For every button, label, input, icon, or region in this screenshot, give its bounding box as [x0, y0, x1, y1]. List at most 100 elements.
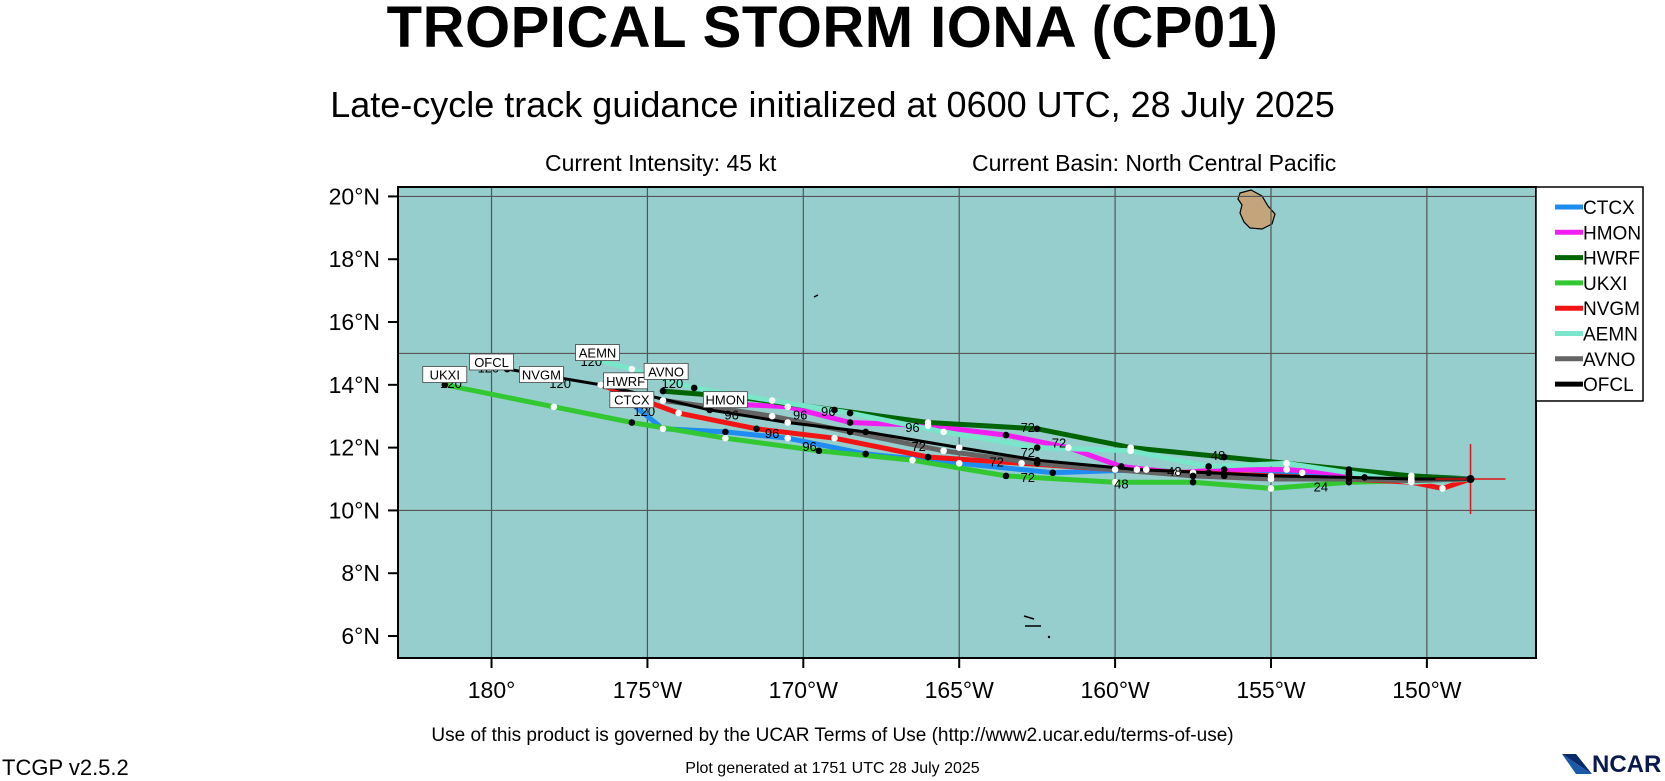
- model-end-label: HWRF: [606, 374, 645, 389]
- forecast-point-aemn: [940, 428, 947, 436]
- forecast-point-hmon: [1002, 431, 1010, 439]
- tau-label: 72: [1052, 436, 1066, 451]
- forecast-point-ofcl: [706, 406, 714, 414]
- tau-label: 96: [765, 426, 779, 441]
- forecast-point-nvgm: [1018, 460, 1025, 467]
- chart-subtitle: Late-cycle track guidance initialized at…: [330, 84, 1335, 125]
- forecast-point-ctcx: [784, 434, 792, 442]
- forecast-point-hwrf: [1220, 453, 1228, 461]
- legend-box: [1535, 186, 1644, 402]
- model-end-label-box: [702, 391, 748, 409]
- legend-label-ukxi: UKXI: [1583, 274, 1627, 295]
- legend: CTCX HMON HWRF UKXI NVGM AEMN AVNO OFCL: [1535, 186, 1644, 402]
- model-end-label: CTCX: [614, 393, 650, 408]
- legend-label-nvgm: NVGM: [1583, 299, 1640, 320]
- johnston-atoll-mark: [813, 294, 819, 298]
- forecast-tracks: 9612072721204896729612072961201201209672…: [422, 344, 1473, 495]
- x-tick-label: 165°W: [925, 677, 995, 703]
- y-tick-label: 16°N: [329, 309, 380, 335]
- axes: 180° 175°W 170°W 165°W 160°W 155°W 150°W 6°N 8°N…: [329, 183, 1462, 703]
- version-label: TCGP v2.5.2: [2, 755, 129, 780]
- x-tick-label: 150°W: [1392, 677, 1462, 703]
- forecast-point-aemn: [1033, 444, 1041, 451]
- x-tick-label: 170°W: [769, 677, 839, 703]
- x-tick-label: 180°: [468, 677, 516, 703]
- model-end-label-box: [575, 344, 620, 361]
- y-tick-label: 10°N: [329, 497, 380, 523]
- forecast-point-ctcx: [722, 428, 729, 436]
- forecast-point-ctcx: [1298, 469, 1306, 477]
- model-end-label-box: [643, 362, 689, 380]
- forecast-point-hmon: [784, 403, 792, 411]
- forecast-point-hmon: [1118, 463, 1125, 470]
- forecast-point-ofcl: [955, 444, 963, 451]
- forecast-point-ukxi: [1111, 478, 1119, 486]
- legend-label-aemn: AEMN: [1583, 325, 1638, 346]
- forecast-point-hmon: [1174, 469, 1181, 477]
- model-end-label: AVNO: [648, 364, 684, 379]
- tau-label: 48: [1114, 476, 1128, 491]
- forecast-point-aemn: [846, 409, 854, 417]
- forecast-point-ukxi: [1189, 478, 1197, 486]
- forecast-point-aemn: [768, 397, 776, 404]
- legend-label-hmon: HMON: [1583, 223, 1641, 244]
- tau-label: 72: [989, 454, 1003, 469]
- tau-label: 48: [1167, 464, 1181, 479]
- forecast-point-hmon: [1220, 466, 1228, 473]
- forecast-point-ctcx: [862, 450, 869, 458]
- ncar-logo-text: NCAR: [1592, 751, 1662, 778]
- forecast-point-nvgm: [1439, 485, 1446, 492]
- tau-label: 96: [905, 420, 919, 435]
- y-tick-label: 20°N: [329, 183, 380, 209]
- tau-label: 48: [1211, 448, 1225, 463]
- current-intensity: Current Intensity: 45 kt: [545, 150, 777, 176]
- forecast-point-ctcx: [1220, 472, 1228, 480]
- forecast-point-avno: [1111, 466, 1119, 473]
- forecast-point-ctcx: [1142, 466, 1150, 473]
- forecast-point-ukxi: [815, 447, 823, 455]
- forecast-point-ukxi: [441, 381, 449, 389]
- model-end-label: AEMN: [579, 346, 617, 361]
- forecast-point-avno: [768, 412, 776, 420]
- forecast-point-ofcl: [1133, 466, 1141, 473]
- forecast-point-avno: [1189, 472, 1197, 480]
- forecast-point-ofcl: [862, 428, 869, 436]
- model-end-label: HMON: [706, 393, 746, 408]
- track-avno: [660, 398, 1473, 484]
- forecast-point-ofcl: [1407, 475, 1415, 483]
- forecast-point-ukxi: [909, 456, 916, 464]
- x-tick-label: 155°W: [1236, 677, 1306, 703]
- forecast-point-hmon: [1065, 444, 1072, 451]
- marshall-island-mark: [1023, 615, 1041, 627]
- model-end-label-box: [469, 353, 514, 371]
- plot-frame: [397, 186, 1537, 659]
- model-end-label-box: [603, 372, 648, 390]
- tau-label: 96: [821, 404, 835, 419]
- forecast-point-avno: [846, 428, 854, 436]
- model-end-label-box: [609, 391, 655, 409]
- tau-label: 72: [1021, 445, 1035, 460]
- tau-label: 96: [724, 407, 738, 422]
- forecast-point-ofcl: [1345, 474, 1353, 481]
- tau-label: 72: [1021, 470, 1035, 485]
- small-island-mark: [1047, 635, 1051, 639]
- y-tick-label: 14°N: [329, 372, 380, 398]
- forecast-point-avno: [659, 397, 667, 404]
- tau-label: 96: [793, 407, 807, 422]
- forecast-point-ctcx: [955, 460, 963, 467]
- forecast-point-hwrf: [831, 406, 838, 414]
- y-tick-label: 8°N: [341, 560, 380, 586]
- current-position-dot: [1466, 475, 1475, 484]
- forecast-point-ofcl: [1033, 456, 1041, 464]
- forecast-point-ctcx: [1361, 474, 1368, 481]
- model-end-label-box: [519, 366, 564, 383]
- forecast-point-ofcl: [597, 381, 604, 389]
- forecast-point-aemn: [1127, 447, 1134, 455]
- forecast-point-hwrf: [659, 387, 667, 395]
- model-end-label-box: [422, 366, 468, 383]
- forecast-point-nvgm: [924, 453, 932, 461]
- ncar-logo-icon: [1562, 754, 1592, 774]
- tau-label: 72: [911, 439, 925, 454]
- chart-title: TROPICAL STORM IONA (CP01): [386, 0, 1279, 60]
